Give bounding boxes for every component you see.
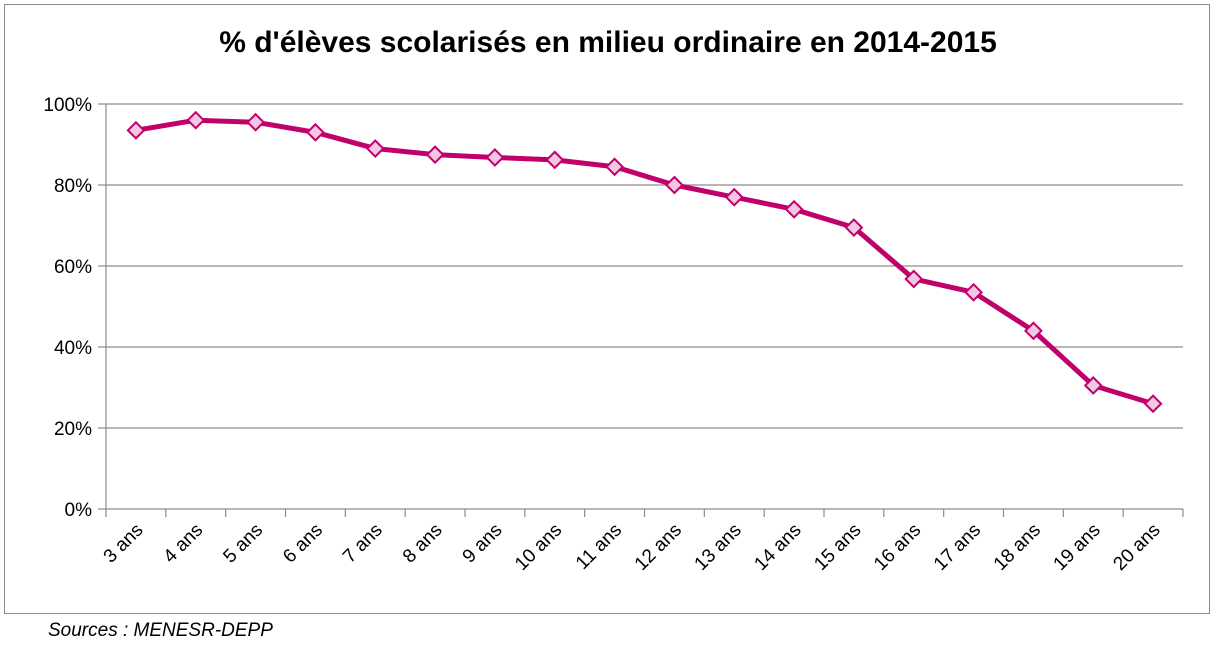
y-tick-label: 20% [54, 419, 92, 440]
x-tick-label: 11 ans [572, 520, 626, 574]
data-point-marker [1083, 376, 1103, 395]
x-tick-label: 16 ans [870, 520, 925, 575]
data-point-marker [784, 199, 804, 219]
data-point-marker [904, 269, 924, 289]
series-line [133, 117, 1156, 407]
x-tick-label: 20 ans [1109, 520, 1164, 575]
x-tick-label: 10 ans [511, 520, 566, 575]
gridlines [106, 103, 1183, 429]
x-tick-label: 14 ans [750, 520, 805, 575]
x-tick-label: 7 ans [339, 520, 387, 568]
y-tick-label: 80% [54, 176, 92, 197]
source-note: Sources : MENESR-DEPP [48, 620, 273, 641]
data-point-marker [605, 157, 624, 177]
data-point-marker [306, 122, 325, 142]
x-tick-label: 18 ans [990, 520, 1045, 575]
data-point-marker [1143, 394, 1163, 414]
x-tick-label: 8 ans [399, 520, 447, 568]
x-tick-label: 5 ans [219, 520, 267, 568]
x-tick-label: 15 ans [810, 520, 865, 575]
y-tick-label: 0% [65, 500, 93, 521]
y-tick-label: 60% [54, 257, 92, 278]
x-tick-label: 12 ans [631, 520, 686, 575]
x-tick-label: 3 ans [100, 520, 148, 568]
data-point-marker [665, 175, 684, 195]
axes [98, 103, 1184, 517]
chart-frame [4, 4, 1210, 614]
x-tick-label: 13 ans [691, 520, 746, 575]
x-tick-label: 17 ans [930, 520, 985, 575]
x-tick-label: 9 ans [459, 520, 507, 568]
x-axis-ticks: 3 ans 4 ans 5 ans 6 ans 7 ans 8 ans 9 ans 10 an… [100, 520, 1165, 575]
data-point-marker [126, 120, 146, 140]
y-tick-label: 100% [43, 95, 92, 116]
data-point-marker [1024, 321, 1043, 341]
series-layer [126, 110, 1163, 414]
data-point-marker [365, 139, 385, 158]
y-axis-ticks: 0% 20% 40% 60% 80% 100% [43, 95, 92, 521]
data-point-marker [545, 150, 565, 170]
y-tick-label: 40% [54, 338, 92, 359]
data-point-marker [425, 145, 445, 165]
data-point-marker [186, 110, 206, 130]
data-point-marker [246, 112, 265, 132]
x-tick-label: 6 ans [279, 520, 327, 568]
data-point-marker [724, 187, 744, 207]
data-point-marker [844, 218, 864, 237]
chart-title: % d'élèves scolarisés en milieu ordinair… [219, 26, 997, 59]
data-point-marker [485, 148, 505, 167]
data-point-marker [964, 282, 983, 302]
x-tick-label: 19 ans [1050, 520, 1105, 575]
x-tick-label: 4 ans [160, 520, 208, 568]
